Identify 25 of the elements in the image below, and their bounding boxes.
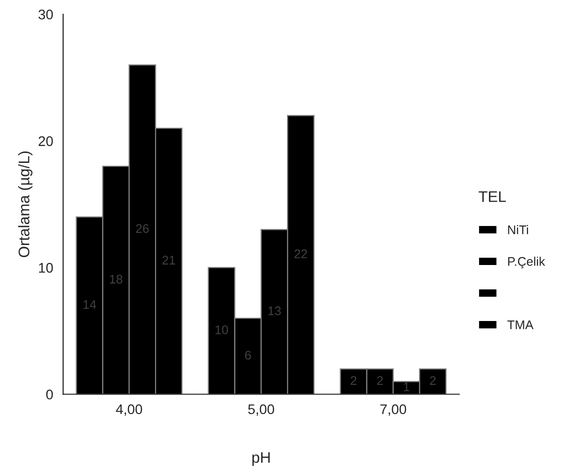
y-tick-label: 0	[46, 390, 53, 400]
legend-label: P.Çelik	[508, 256, 546, 268]
legend-label: NiTi	[508, 225, 528, 234]
data-label: 21	[162, 256, 176, 264]
y-tick-label: 20	[38, 136, 53, 146]
data-label: 14	[84, 300, 96, 309]
y-axis-title: Ortalama (µg/L)	[18, 152, 32, 258]
data-label: 2	[377, 376, 383, 385]
data-label: 6	[245, 350, 251, 360]
x-tick-label: 7,00	[380, 404, 406, 416]
data-label: 22	[294, 249, 308, 258]
data-label: 26	[136, 224, 149, 233]
data-label: 13	[268, 306, 281, 316]
y-tick-label: 30	[38, 10, 53, 20]
data-label: 2	[430, 376, 436, 385]
x-tick-label: 4,00	[116, 404, 142, 416]
y-tick-label: 10	[39, 262, 53, 273]
data-label: 18	[110, 274, 122, 284]
x-tick-label: 5,00	[248, 404, 274, 416]
legend-title: TEL	[478, 191, 506, 202]
legend-label: TMA	[507, 320, 534, 330]
data-label: 10	[216, 325, 228, 334]
x-axis-title: pH	[252, 452, 270, 466]
data-label: 1	[404, 382, 410, 392]
data-label: 2	[350, 376, 356, 385]
